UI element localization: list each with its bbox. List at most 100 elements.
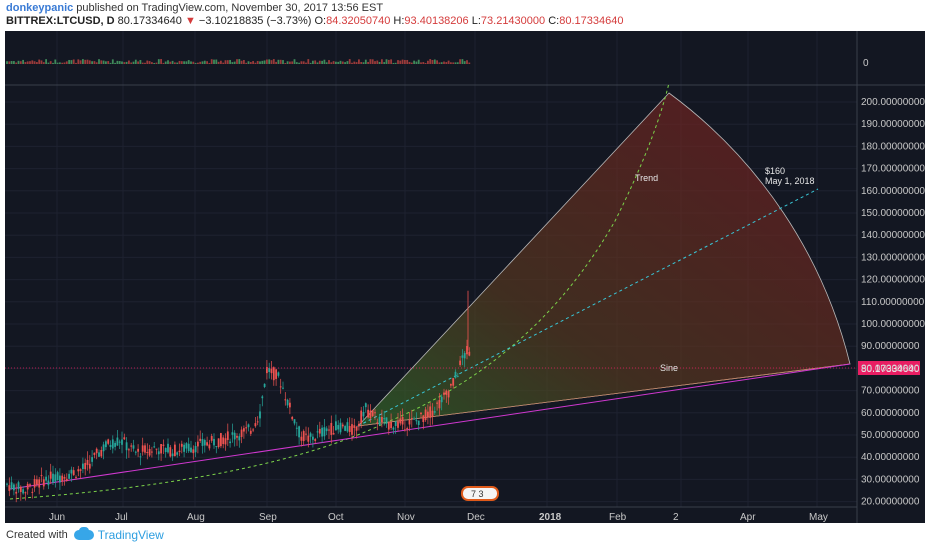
volume-bar [321,60,323,64]
volume-bar [72,59,75,64]
volume-bar [401,59,404,64]
volume-bar [325,62,328,64]
volume-bar [36,62,38,64]
volume-bar [392,62,395,64]
volume-bar [213,59,215,64]
volume-bar [417,59,420,64]
candle-body [438,399,441,409]
candle-body [75,476,77,478]
target-price-label: $160 [765,166,785,176]
time-tick-label: Dec [467,512,485,523]
time-tick-label: 2 [673,512,679,523]
candle-body [224,438,227,445]
time-tick-label: Oct [328,512,344,523]
volume-bar [364,59,367,64]
candle-body [240,429,243,437]
volume-bar [381,59,383,64]
volume-bar [231,62,234,64]
candle-body [452,378,455,386]
candle-body [17,482,20,490]
candle-body [176,452,179,455]
volume-bar [406,59,409,64]
last-price: 80.17334640 [117,15,182,27]
volume-bar [452,62,455,64]
time-axis[interactable]: Jun Jul Aug Sep Oct Nov Dec 2018 Feb 2 Apr May [49,512,828,523]
volume-bar [98,59,100,64]
candle-body [344,426,346,431]
chart-area[interactable]: 0 80.17334640 200.00000000 190.00000000 18… [5,31,925,523]
volume-bar [197,62,199,64]
candle-body [52,473,54,483]
sine-label: Sine [660,363,678,373]
candle-body [84,462,87,470]
candle-body [328,429,330,431]
volume-bar [176,62,179,64]
volume-bar [187,60,190,64]
price-tick-label: 130.00000000 [861,252,925,263]
candle-body [404,429,406,431]
volume-bar [249,62,252,64]
volume-bar [199,61,202,64]
volume-bar [151,62,153,64]
price-axis[interactable]: 200.00000000 190.00000000 180.00000000 170.… [861,97,925,508]
candle-body [355,426,358,431]
volume-bar [282,60,284,64]
volume-bar [355,62,358,64]
candle-body [461,355,464,358]
volume-bar [6,61,8,64]
volume-bar [183,61,185,64]
candle-body [341,424,344,427]
candle-body [433,411,436,413]
volume-bar [387,59,390,64]
tradingview-brand[interactable]: TradingView [73,527,164,542]
candle-body [270,368,273,374]
author-link[interactable]: donkeypanic [6,2,74,14]
candle-body [111,439,114,449]
volume-bar [75,62,77,64]
candle-body [466,345,468,355]
volume-bar [157,59,160,64]
candle-body [277,372,280,376]
candle-body [314,439,317,441]
volume-bar [19,61,22,64]
candle-body [65,478,68,482]
close-value: 80.17334640 [559,15,624,27]
volume-bar [167,60,169,64]
candle-body [390,422,392,429]
chart-canvas[interactable]: 0 80.17334640 200.00000000 190.00000000 18… [5,31,925,523]
candle-body [272,367,275,381]
price-tick-label: 100.00000000 [861,319,925,330]
candle-body [456,375,459,377]
volume-bar [339,60,342,64]
volume-bar [233,61,236,64]
volume-bar [461,59,464,64]
candle-body [153,446,156,448]
volume-bar [332,61,335,64]
candle-body [10,482,13,489]
low-value: 73.21430000 [480,15,546,27]
volume-bar [77,59,80,64]
event-badge[interactable]: 7 3 [461,486,499,501]
volume-bar [236,59,238,64]
price-tick-label: 150.00000000 [861,208,925,219]
volume-bar [243,59,245,64]
volume-bar [463,61,466,64]
candle-body [408,419,411,425]
candle-body [307,435,310,442]
candle-body [199,438,202,441]
created-with-label: Created with [6,529,68,541]
volume-bar [70,60,73,64]
volume-bar [22,59,24,64]
candle-body [275,369,277,379]
volume-bar [447,60,450,64]
volume-bar [162,62,165,64]
price-tick-label: 20.00000000 [861,497,920,508]
down-arrow-icon: ▼ [184,15,196,27]
candle-body [420,412,422,415]
publish-header: donkeypanic published on TradingView.com… [6,2,383,14]
candle-body [312,436,314,440]
time-tick-label: Sep [259,512,277,523]
candle-body [167,443,169,453]
fan-lower-edge [357,363,851,427]
volume-bar [362,62,365,64]
